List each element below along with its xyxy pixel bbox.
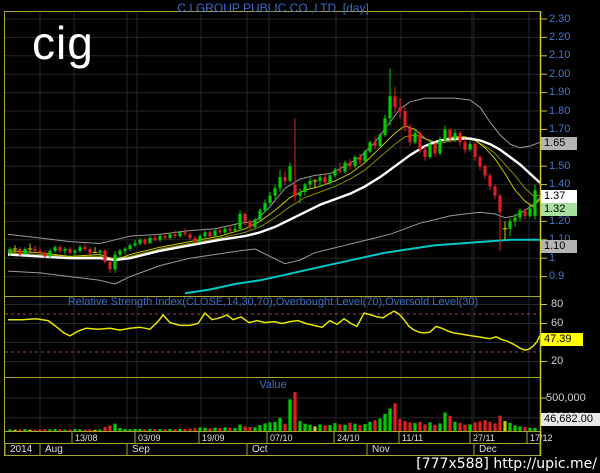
rsi-indicator-label: Relative Strength Index(CLOSE,14,30,70),… bbox=[67, 296, 479, 308]
price-axis-label: 2.10 bbox=[549, 49, 571, 62]
price-axis-label: 1.20 bbox=[549, 214, 571, 227]
volume-axis-label: 500,000 bbox=[546, 391, 586, 404]
volume-value-tag: 46,682.00 bbox=[541, 413, 600, 426]
price-axis-label: 0.9 bbox=[549, 270, 565, 283]
price-axis-label: 2.00 bbox=[549, 67, 571, 80]
price-axis-label: 1 bbox=[549, 251, 556, 264]
date-label: 24/10 bbox=[337, 433, 360, 443]
month-label: Aug bbox=[45, 444, 63, 455]
date-label: 19/09 bbox=[202, 433, 225, 443]
price-tag: 1.37 bbox=[541, 190, 577, 203]
price-tag: 1.65 bbox=[541, 137, 577, 150]
month-label: Oct bbox=[252, 444, 268, 455]
month-label: 2014 bbox=[10, 444, 33, 455]
upic-watermark: [777x588] http://upic.me/ bbox=[416, 456, 597, 472]
symbol-watermark: cig bbox=[32, 17, 94, 69]
date-label: 07/10 bbox=[270, 433, 293, 443]
volume-indicator-label: Value bbox=[259, 379, 287, 391]
month-label: Sep bbox=[132, 444, 150, 455]
price-axis-label: 1.90 bbox=[549, 86, 571, 99]
price-axis-label: 1.80 bbox=[549, 104, 571, 117]
month-label: Nov bbox=[372, 444, 390, 455]
price-tag: 1.10 bbox=[541, 240, 577, 253]
chart-title: C.I.GROUP PUBLIC CO.,LTD. [day] bbox=[177, 1, 369, 15]
price-axis-label: 2.30 bbox=[549, 12, 571, 25]
price-tag: 1.32 bbox=[541, 203, 577, 216]
price-axis-label: 2.20 bbox=[549, 30, 571, 43]
date-label: 11/11 bbox=[402, 433, 424, 443]
price-axis-label: 1.40 bbox=[549, 178, 571, 191]
price-axis-label: 1.70 bbox=[549, 122, 571, 135]
date-label: 03/09 bbox=[138, 433, 161, 443]
rsi-axis-label: 20 bbox=[551, 355, 564, 367]
date-label: 13/08 bbox=[75, 433, 98, 443]
rsi-axis-label: 80 bbox=[551, 298, 564, 310]
date-label: 17/12 bbox=[530, 433, 553, 443]
rsi-axis-label: 60 bbox=[551, 317, 564, 329]
month-label: Dec bbox=[479, 444, 497, 455]
price-axis-label: 1.10 bbox=[549, 234, 570, 245]
date-label: 27/11 bbox=[473, 433, 495, 443]
price-axis-label: 1.50 bbox=[549, 159, 571, 172]
rsi-value-tag: 47.39 bbox=[541, 333, 583, 346]
